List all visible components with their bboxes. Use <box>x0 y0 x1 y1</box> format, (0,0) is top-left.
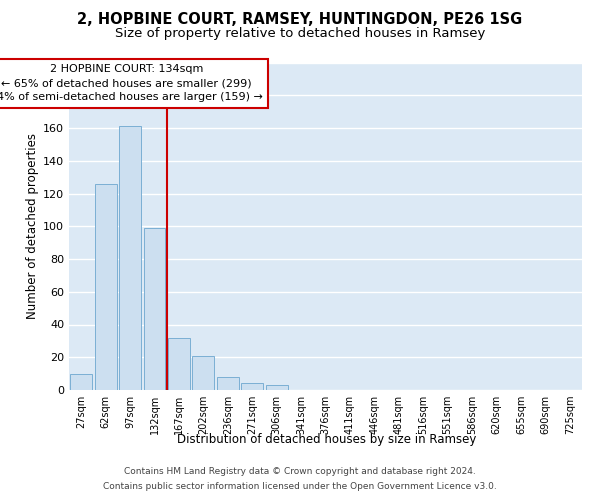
Text: Contains HM Land Registry data © Crown copyright and database right 2024.: Contains HM Land Registry data © Crown c… <box>124 467 476 476</box>
Text: Distribution of detached houses by size in Ramsey: Distribution of detached houses by size … <box>178 432 476 446</box>
Y-axis label: Number of detached properties: Number of detached properties <box>26 133 39 320</box>
Bar <box>168 338 190 390</box>
Text: Size of property relative to detached houses in Ramsey: Size of property relative to detached ho… <box>115 28 485 40</box>
Bar <box>266 385 287 390</box>
Bar <box>241 384 263 390</box>
Bar <box>217 377 239 390</box>
Text: Contains public sector information licensed under the Open Government Licence v3: Contains public sector information licen… <box>103 482 497 491</box>
Bar <box>119 126 141 390</box>
Text: 2 HOPBINE COURT: 134sqm
← 65% of detached houses are smaller (299)
34% of semi-d: 2 HOPBINE COURT: 134sqm ← 65% of detache… <box>0 64 263 102</box>
Bar <box>95 184 116 390</box>
Bar <box>143 228 166 390</box>
Bar <box>193 356 214 390</box>
Text: 2, HOPBINE COURT, RAMSEY, HUNTINGDON, PE26 1SG: 2, HOPBINE COURT, RAMSEY, HUNTINGDON, PE… <box>77 12 523 28</box>
Bar <box>70 374 92 390</box>
